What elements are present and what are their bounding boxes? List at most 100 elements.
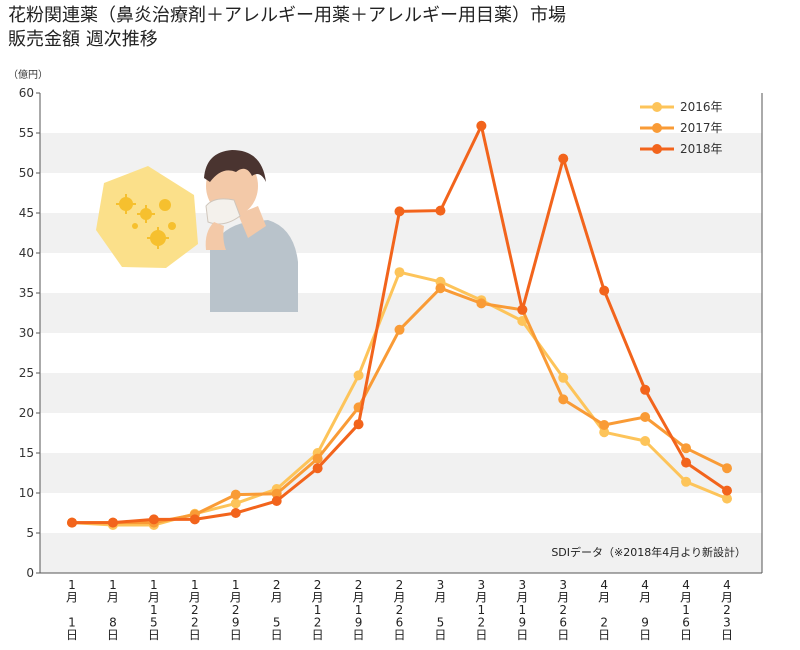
data-point	[394, 206, 405, 217]
x-tick-label: 4月 2日	[598, 578, 610, 642]
x-tick-char: 日	[66, 628, 78, 642]
legend-item: 2017年	[640, 121, 723, 135]
y-tick-label: 40	[19, 246, 34, 260]
legend-label: 2018年	[680, 142, 723, 156]
x-tick-char: 6	[559, 616, 567, 630]
x-tick-char: 1	[150, 578, 158, 592]
x-tick-char: 月	[353, 591, 365, 605]
x-tick-char: 1	[150, 603, 158, 617]
data-point	[435, 205, 446, 216]
legend-label: 2016年	[680, 100, 723, 114]
x-tick-char: 4	[723, 578, 731, 592]
x-tick-char: 9	[518, 616, 526, 630]
data-point	[271, 488, 282, 499]
y-tick-label: 30	[19, 326, 34, 340]
data-point	[312, 463, 323, 474]
data-point	[599, 420, 610, 430]
x-tick-char: 2	[232, 603, 240, 617]
x-tick-char: 日	[107, 628, 119, 642]
x-tick-char: 月	[230, 591, 242, 605]
data-point	[189, 514, 200, 525]
x-tick-char: 月	[557, 591, 569, 605]
x-tick-char: 日	[475, 628, 487, 642]
x-tick-char: 月	[516, 591, 528, 605]
chart-title: 花粉関連薬（鼻炎治療剤＋アレルギー用薬＋アレルギー用目薬）市場 販売金額 週次推…	[8, 4, 566, 52]
x-tick-char: 2	[191, 616, 199, 630]
x-tick-char: 6	[682, 616, 690, 630]
data-point	[476, 120, 487, 131]
x-tick-char: 1	[518, 603, 526, 617]
legend-label: 2017年	[680, 121, 723, 135]
y-tick-label: 5	[26, 526, 34, 540]
x-tick-char: 日	[721, 628, 733, 642]
x-tick-char: 2	[314, 616, 322, 630]
x-tick-char: 月	[66, 591, 78, 605]
data-point	[435, 283, 446, 294]
x-tick-char: 月	[312, 591, 324, 605]
x-tick-char: 月	[434, 591, 446, 605]
data-point	[394, 267, 405, 278]
data-point	[312, 453, 323, 464]
legend-item: 2016年	[640, 100, 723, 114]
series-lines	[67, 120, 732, 530]
y-tick-label: 50	[19, 166, 34, 180]
y-tick-label: 25	[19, 366, 34, 380]
data-point	[722, 485, 732, 496]
grid-band	[40, 133, 762, 173]
data-point	[722, 463, 732, 474]
x-tick-char: 9	[641, 616, 649, 630]
legend: 2016年 2017年 2018年	[640, 100, 723, 156]
data-point	[271, 496, 282, 506]
data-point	[558, 394, 569, 405]
chart-title-line2: 販売金額 週次推移	[8, 29, 158, 50]
x-tick-char: 日	[312, 628, 324, 642]
x-tick-char: 4	[682, 578, 690, 592]
x-tick-char: 2	[600, 616, 608, 630]
x-tick-char: 月	[721, 591, 733, 605]
x-tick-char: 1	[314, 603, 322, 617]
x-tick-char: 日	[353, 628, 365, 642]
data-point	[681, 443, 692, 454]
y-tick-label: 15	[19, 446, 34, 460]
x-tick-char: 2	[191, 603, 199, 617]
x-tick-char: 3	[478, 578, 486, 592]
x-tick-char: 2	[478, 616, 486, 630]
x-tick-char: 日	[598, 628, 610, 642]
data-point	[722, 493, 732, 504]
x-tick-char: 1	[232, 578, 240, 592]
legend-swatch-dot	[652, 123, 662, 133]
y-tick-label: 35	[19, 286, 34, 300]
x-tick-char: 2	[559, 603, 567, 617]
x-tick-char: 2	[355, 578, 363, 592]
grid-bands	[40, 133, 762, 573]
grid-band	[40, 453, 762, 493]
x-tick-char: 日	[680, 628, 692, 642]
x-tick-label: 1月 8日	[107, 578, 119, 642]
data-point	[230, 498, 241, 509]
x-tick-char: 1	[68, 578, 76, 592]
y-tick-label: 0	[26, 566, 34, 580]
sneezing-person-icon	[204, 150, 298, 312]
series-3	[67, 120, 732, 528]
x-tick-char: 2	[396, 603, 404, 617]
x-tick-char: 6	[396, 616, 404, 630]
x-tick-char: 月	[271, 591, 283, 605]
data-point	[353, 370, 364, 381]
x-tick-char: 日	[639, 628, 651, 642]
x-tick-char: 4	[600, 578, 608, 592]
x-tick-label: 2月 5日	[271, 578, 283, 642]
data-point	[681, 457, 692, 468]
x-tick-char: 日	[516, 628, 528, 642]
x-tick-char: 月	[107, 591, 119, 605]
data-point	[67, 517, 77, 528]
x-tick-char: 9	[232, 616, 240, 630]
x-tick-char: 月	[639, 591, 651, 605]
x-tick-char: 2	[396, 578, 404, 592]
